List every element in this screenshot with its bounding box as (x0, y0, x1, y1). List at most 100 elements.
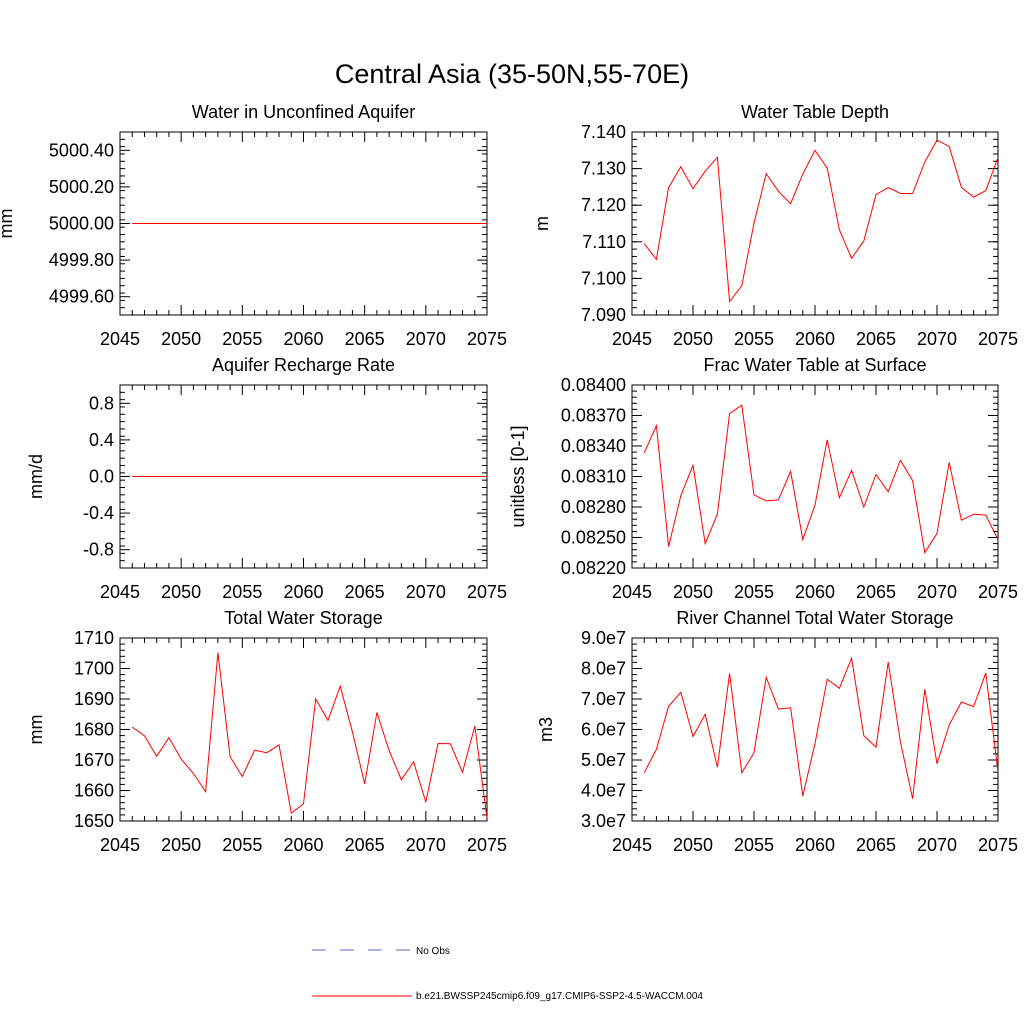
x-tick-label: 2050 (161, 329, 201, 349)
x-tick-label: 2045 (100, 329, 140, 349)
y-tick-label: 1690 (74, 689, 114, 709)
y-tick-label: 0.08220 (561, 558, 626, 578)
y-tick-label: 9.0e7 (581, 628, 626, 648)
x-tick-label: 2070 (406, 835, 446, 855)
plot-frame (631, 131, 999, 316)
x-tick-label: 2055 (222, 329, 262, 349)
legend: No Obs b.e21.BWSSP245cmip6.f09_g17.CMIP6… (312, 946, 703, 1002)
x-tick-label: 2060 (795, 329, 835, 349)
y-tick-label: 5000.40 (49, 140, 114, 160)
y-axis-label: m (532, 216, 552, 231)
y-tick-label: 7.140 (581, 122, 626, 142)
y-axis-label: mm/d (26, 454, 46, 499)
y-tick-label: 7.100 (581, 268, 626, 288)
y-tick-label: 4999.80 (49, 250, 114, 270)
y-tick-label: 1670 (74, 750, 114, 770)
y-tick-label: 7.090 (581, 305, 626, 325)
x-tick-label: 2070 (917, 835, 957, 855)
y-tick-label: 0.08250 (561, 528, 626, 548)
y-tick-label: 4999.60 (49, 287, 114, 307)
y-tick-label: 0.4 (89, 430, 114, 450)
x-tick-label: 2065 (856, 835, 896, 855)
x-tick-label: 2075 (467, 582, 507, 602)
y-tick-label: 6.0e7 (581, 720, 626, 740)
y-tick-label: 7.0e7 (581, 689, 626, 709)
y-tick-label: 1660 (74, 781, 114, 801)
x-tick-label: 2075 (467, 329, 507, 349)
x-tick-label: 2055 (222, 835, 262, 855)
model-series-line (643, 139, 999, 303)
y-tick-label: 7.130 (581, 159, 626, 179)
y-tick-label: 7.120 (581, 195, 626, 215)
y-tick-label: 0.08280 (561, 497, 626, 517)
x-tick-label: 2050 (673, 835, 713, 855)
chart-panel-5: Total Water Storage mm 2045 2050 2055 2060 206… (26, 608, 507, 855)
x-tick-label: 2075 (467, 835, 507, 855)
x-tick-label: 2065 (856, 329, 896, 349)
x-tick-label: 2065 (345, 329, 385, 349)
x-tick-label: 2060 (795, 582, 835, 602)
x-tick-label: 2045 (100, 582, 140, 602)
model-series-line (131, 652, 488, 819)
chart-panel-1: Water in Unconfined Aquifer mm 2045 2050 205… (0, 102, 507, 349)
x-tick-label: 2060 (283, 329, 323, 349)
y-tick-label: 3.0e7 (581, 811, 626, 831)
y-axis-label: mm (0, 209, 16, 239)
x-tick-label: 2060 (283, 582, 323, 602)
y-axis-label: unitless [0-1] (508, 425, 528, 527)
x-tick-label: 2055 (222, 582, 262, 602)
plot-frame (119, 637, 488, 822)
y-tick-label: 1650 (74, 811, 114, 831)
plot-frame (631, 384, 999, 569)
x-tick-label: 2070 (917, 329, 957, 349)
x-tick-label: 2060 (795, 835, 835, 855)
panel-title: Water in Unconfined Aquifer (192, 102, 415, 122)
x-tick-label: 2045 (612, 582, 652, 602)
y-axis-label: m3 (536, 717, 556, 742)
x-tick-label: 2075 (978, 582, 1018, 602)
y-tick-label: 5.0e7 (581, 750, 626, 770)
y-tick-label: 1710 (74, 628, 114, 648)
x-tick-label: 2050 (161, 582, 201, 602)
y-tick-label: -0.8 (83, 540, 114, 560)
y-axis-label: mm (26, 715, 46, 745)
chart-panel-6: River Channel Total Water Storage m3 2045 2… (536, 608, 1018, 855)
model-series-line (643, 404, 999, 555)
chart-panels: Water in Unconfined Aquifer mm 2045 2050 205… (0, 102, 1018, 855)
y-tick-label: 0.0 (89, 467, 114, 487)
y-tick-label: 0.08340 (561, 436, 626, 456)
panel-title: Aquifer Recharge Rate (212, 355, 395, 375)
x-tick-label: 2075 (978, 329, 1018, 349)
x-tick-label: 2065 (856, 582, 896, 602)
y-tick-label: 0.08310 (561, 467, 626, 487)
y-tick-label: 0.08400 (561, 375, 626, 395)
x-tick-label: 2050 (673, 329, 713, 349)
plot-frame (631, 637, 999, 822)
y-tick-label: 7.110 (582, 232, 626, 252)
panel-title: River Channel Total Water Storage (676, 608, 953, 628)
y-tick-label: 0.8 (89, 393, 114, 413)
panel-title: Frac Water Table at Surface (703, 355, 926, 375)
x-tick-label: 2075 (978, 835, 1018, 855)
y-tick-label: -0.4 (83, 503, 114, 523)
x-tick-label: 2045 (612, 835, 652, 855)
chart-panel-2: Water Table Depth m 2045 2050 2055 2060 2065 20… (532, 102, 1018, 349)
x-tick-label: 2055 (734, 329, 774, 349)
y-tick-label: 5000.00 (49, 214, 114, 234)
x-tick-label: 2045 (100, 835, 140, 855)
y-tick-label: 0.08370 (561, 406, 626, 426)
y-tick-label: 1700 (74, 659, 114, 679)
x-tick-label: 2045 (612, 329, 652, 349)
x-tick-label: 2060 (283, 835, 323, 855)
x-tick-label: 2055 (734, 835, 774, 855)
y-tick-label: 8.0e7 (581, 659, 626, 679)
x-tick-label: 2065 (345, 582, 385, 602)
y-tick-label: 5000.20 (49, 177, 114, 197)
x-tick-label: 2070 (406, 329, 446, 349)
x-tick-label: 2065 (345, 835, 385, 855)
legend-obs-label: No Obs (416, 946, 450, 957)
figure-title: Central Asia (35-50N,55-70E) (335, 59, 689, 89)
x-tick-label: 2070 (406, 582, 446, 602)
chart-panel-3: Aquifer Recharge Rate mm/d 2045 2050 2055 206… (26, 355, 507, 602)
chart-panel-4: Frac Water Table at Surface unitless [0-1… (508, 355, 1018, 602)
